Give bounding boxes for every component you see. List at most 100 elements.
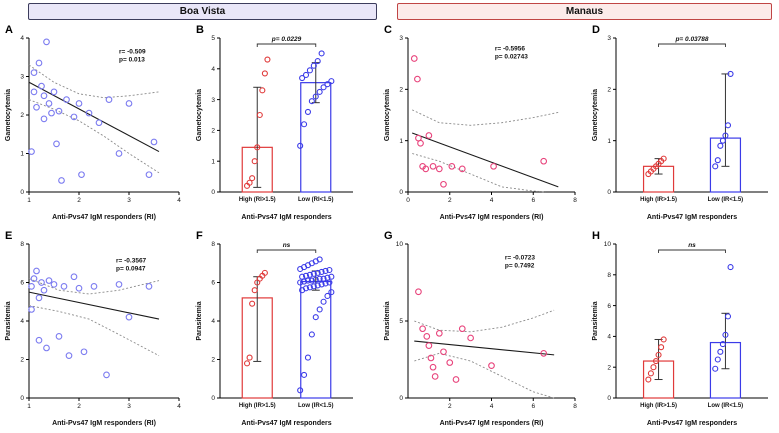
group-label: Low (IR<1.5) xyxy=(708,197,744,203)
y-tick-label: 2 xyxy=(607,87,611,94)
data-point xyxy=(712,163,719,170)
x-tick-label: 6 xyxy=(531,403,535,410)
data-point xyxy=(324,292,331,300)
x-tick-label: 0 xyxy=(406,197,410,204)
y-tick-label: 4 xyxy=(20,35,24,42)
y-tick-label: 2 xyxy=(607,364,611,371)
data-point xyxy=(85,109,93,117)
data-point xyxy=(724,313,732,320)
data-point xyxy=(95,119,103,127)
y-axis-label: Gametocytemia xyxy=(592,89,599,141)
data-point xyxy=(324,81,331,88)
data-point xyxy=(256,111,263,119)
y-tick-label: 4 xyxy=(211,318,215,325)
data-point xyxy=(429,363,437,371)
correlation-stats: r= -0.5956 xyxy=(495,45,526,52)
y-tick-label: 0 xyxy=(399,395,403,402)
x-axis-label: Anti-Pvs47 IgM responders (RI) xyxy=(440,214,544,221)
data-point xyxy=(458,325,466,333)
data-point xyxy=(722,331,729,338)
significance-bracket xyxy=(658,43,726,47)
data-point xyxy=(324,274,331,281)
data-point xyxy=(488,362,495,370)
y-tick-label: 0 xyxy=(20,395,24,402)
panel-d-gametocytemia-bars-manaus: D 0 1 2 3 Gametocytemia High (IR>1.5) Low (IR<1… xyxy=(589,21,777,223)
data-point xyxy=(50,281,58,288)
data-point xyxy=(312,276,319,283)
data-point xyxy=(458,165,466,173)
bar-plot-F: F 0 2 4 6 8 Parasitemia High (IR>1.5) Low (IR<1.… xyxy=(196,230,353,427)
y-axis-label: Parasitemia xyxy=(384,301,391,340)
data-point xyxy=(425,132,433,139)
bar-plot-B: B 0 1 2 3 4 5 Gametocytemia High (RI>1.5) Low (RI… xyxy=(196,24,353,221)
ci-lower-band xyxy=(28,305,160,357)
panel-h-parasitemia-bars-manaus: H 0 2 4 6 8 10 Parasitemia High (IR>1.5) Low (IR<… xyxy=(589,227,777,429)
y-tick-label: 6 xyxy=(211,280,215,287)
data-point xyxy=(35,294,43,302)
y-tick-label: 4 xyxy=(20,318,24,325)
data-point xyxy=(727,70,734,77)
data-point xyxy=(310,62,317,69)
regression-line xyxy=(414,340,555,356)
data-point xyxy=(429,162,437,170)
x-tick-label: 4 xyxy=(490,403,494,410)
data-point xyxy=(65,352,73,359)
correlation-stats: r= -0.3567 xyxy=(116,257,147,264)
y-tick-label: 4 xyxy=(607,334,611,341)
group-label: Low (RI<1.5) xyxy=(298,197,334,203)
data-point xyxy=(722,132,729,139)
data-point xyxy=(714,157,721,164)
data-point xyxy=(318,281,325,288)
group-label: High (IR>1.5) xyxy=(239,403,276,409)
panel-letter: E xyxy=(5,230,12,242)
data-point xyxy=(446,359,454,366)
data-point xyxy=(70,273,78,281)
data-point xyxy=(422,165,430,173)
y-axis-label: Gametocytemia xyxy=(384,89,391,141)
data-point xyxy=(30,275,38,283)
y-axis-label: Parasitemia xyxy=(196,301,203,340)
data-point xyxy=(55,333,63,340)
x-tick-label: 4 xyxy=(177,197,181,204)
significance-label: ns xyxy=(283,242,291,249)
data-point xyxy=(318,50,325,57)
data-point xyxy=(90,282,98,290)
data-point xyxy=(655,351,662,358)
region-header-boa-vista: Boa Vista xyxy=(28,3,377,20)
significance-bracket xyxy=(658,249,726,253)
y-axis-label: Parasitemia xyxy=(5,301,12,340)
x-tick-label: 8 xyxy=(573,403,577,410)
data-point xyxy=(425,342,433,349)
correlation-stats: p= 0.7492 xyxy=(505,262,535,269)
y-tick-label: 3 xyxy=(211,97,215,104)
x-tick-label: 2 xyxy=(77,403,81,410)
panel-letter: B xyxy=(196,24,204,36)
panel-c-gametocytemia-scatter-manaus: C 0 1 2 3 Gametocytemia 0 2 4 6 8 Anti-Pvs47 IgM re… xyxy=(381,21,584,223)
y-tick-label: 5 xyxy=(399,318,403,325)
y-tick-label: 10 xyxy=(396,241,404,248)
panel-g-parasitemia-scatter-manaus: G 0 5 10 Parasitemia 2 4 6 8 Anti-Pvs47 IgM respo… xyxy=(381,227,584,429)
data-point xyxy=(328,273,335,280)
data-point xyxy=(310,270,317,277)
x-tick-label: 8 xyxy=(573,197,577,204)
data-point xyxy=(308,98,315,105)
data-point xyxy=(540,349,548,357)
data-point xyxy=(38,279,45,286)
data-point xyxy=(246,179,253,186)
data-point xyxy=(452,376,460,383)
y-tick-label: 0 xyxy=(20,189,24,196)
y-tick-label: 8 xyxy=(607,272,611,279)
data-point xyxy=(48,109,55,117)
correlation-stats: r= -0.509 xyxy=(119,48,146,55)
data-point xyxy=(249,300,256,307)
x-axis-label: Anti-Pvs47 IgM responders xyxy=(647,420,737,427)
data-point xyxy=(302,71,310,79)
data-point xyxy=(58,177,65,184)
panel-letter: D xyxy=(592,24,600,36)
data-point xyxy=(35,59,43,67)
data-point xyxy=(328,78,335,85)
ci-lower-band xyxy=(412,153,546,193)
y-tick-label: 6 xyxy=(20,280,24,287)
data-point xyxy=(261,70,268,77)
y-tick-label: 0 xyxy=(607,395,611,402)
